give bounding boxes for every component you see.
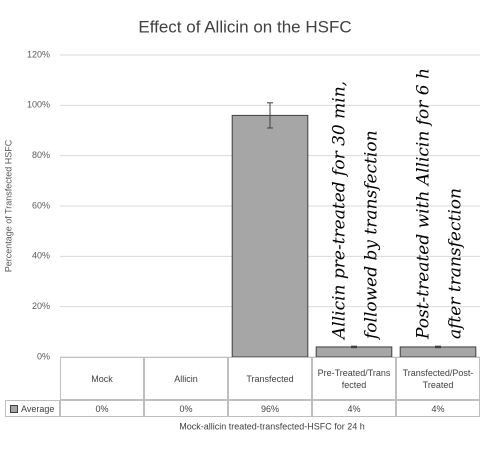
category-label: Transfected/Post-Treated <box>396 357 480 400</box>
y-tick-label: 60% <box>32 200 50 210</box>
category-label: Transfected <box>228 357 312 400</box>
value-label: 4% <box>396 400 480 417</box>
legend-swatch <box>10 404 18 413</box>
bar <box>231 114 309 358</box>
y-tick-label: 0% <box>37 351 50 361</box>
y-tick-label: 120% <box>27 49 50 59</box>
annotation: Post-treated with Allicin for 6 h <box>414 68 434 340</box>
value-label: 0% <box>144 400 228 417</box>
value-label: 4% <box>312 400 396 417</box>
annotation: after transfection <box>446 188 466 339</box>
value-label: 96% <box>228 400 312 417</box>
y-tick-label: 80% <box>32 150 50 160</box>
legend-label: Average <box>21 403 55 414</box>
y-tick-label: 40% <box>32 251 50 261</box>
chart-title: Effect of Allicin on the HSFC <box>138 17 351 36</box>
y-tick-label: 100% <box>27 100 50 110</box>
annotation: followed by transfection <box>362 130 382 341</box>
bar <box>315 346 393 358</box>
y-axis-label: Percentage of Transfected HSFC <box>3 139 13 272</box>
category-label: Pre-Treated/Transfected <box>312 357 396 400</box>
bar <box>399 346 477 358</box>
value-label: 0% <box>60 400 144 417</box>
x-axis-label: Mock-allicin treated-transfected-HSFC fo… <box>179 421 365 431</box>
y-tick-label: 20% <box>32 301 50 311</box>
category-label: Mock <box>60 357 144 400</box>
annotation: Allicin pre-treated for 30 min, <box>330 81 350 341</box>
legend-entry: Average <box>5 400 60 417</box>
category-label: Allicin <box>144 357 228 400</box>
